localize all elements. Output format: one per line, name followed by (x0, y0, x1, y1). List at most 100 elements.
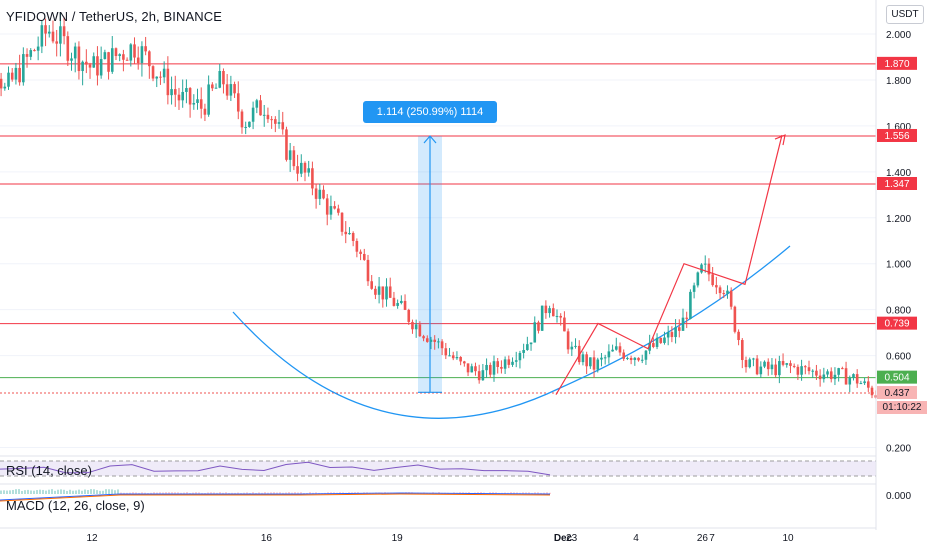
x-tick-label: 12 (86, 533, 98, 544)
macd-histogram-bar (72, 490, 74, 494)
macd-histogram-bar (285, 492, 287, 494)
candle-body (555, 315, 559, 317)
macd-histogram-bar (135, 492, 137, 494)
macd-histogram-bar (18, 489, 20, 494)
candle-body (55, 41, 58, 44)
currency-button[interactable]: USDT (886, 5, 924, 24)
candle-body (311, 168, 314, 189)
candle-body (789, 363, 792, 366)
candle-body (96, 56, 99, 76)
candle-body (466, 363, 470, 373)
candle-body (122, 54, 125, 60)
candle-body (140, 46, 144, 64)
macd-histogram-bar (276, 492, 278, 494)
macd-histogram-bar (279, 492, 281, 494)
time-axis[interactable]: 91216192326Dec4710 (0, 527, 876, 544)
candle-body (10, 72, 14, 80)
candle-body (589, 357, 592, 367)
macd-histogram-bar (84, 489, 86, 494)
candle-body (518, 352, 522, 361)
candle-body (703, 263, 707, 265)
candle-body (503, 359, 507, 369)
candle-body (677, 327, 681, 331)
macd-histogram-bar (246, 492, 248, 494)
candle-body (655, 337, 659, 347)
candle-body (692, 285, 696, 292)
macd-histogram-bar (174, 492, 176, 494)
level-tag-label: 1.870 (884, 59, 909, 70)
candle-body (207, 84, 210, 115)
macd-label[interactable]: MACD (12, 26, close, 9) (6, 498, 145, 513)
candle-body (337, 208, 340, 213)
candle-body (600, 357, 603, 360)
candle-body (225, 84, 229, 96)
candle-body (618, 346, 622, 353)
macd-histogram-bar (117, 489, 119, 494)
macd-histogram-bar (144, 492, 146, 494)
candle-body (711, 274, 714, 286)
candle-body (437, 341, 440, 343)
candle-body (763, 361, 766, 367)
candle-body (496, 361, 499, 367)
candle-body (844, 368, 848, 385)
macd-histogram-bar (216, 492, 218, 494)
candle-body (388, 286, 392, 298)
macd-histogram-bar (309, 492, 311, 494)
candle-body (848, 377, 852, 385)
rsi-label[interactable]: RSI (14, close) (6, 463, 92, 478)
candle-body (233, 84, 236, 94)
macd-histogram-bar (168, 492, 170, 494)
candle-body (418, 324, 422, 337)
candle-body (103, 52, 107, 60)
chart-title: YFIDOWN / TetherUS, 2h, BINANCE (6, 9, 222, 24)
measure-range (418, 135, 442, 393)
candle-body (129, 44, 133, 61)
curve-path (232, 245, 791, 419)
projection-arrow-head (774, 134, 786, 146)
macd-histogram-bar (495, 492, 497, 494)
candle-body (266, 114, 270, 120)
candle-body (148, 51, 151, 67)
macd-histogram-bar (105, 489, 107, 494)
candle-body (359, 251, 362, 254)
candle-body (785, 363, 789, 365)
candle-body (318, 189, 322, 199)
macd-histogram-bar (69, 489, 71, 494)
candle-body (488, 364, 492, 375)
candle-body (659, 337, 663, 343)
macd-histogram-bar (234, 492, 236, 494)
macd-histogram-bar (198, 492, 200, 494)
macd-histogram-bar (282, 492, 284, 494)
candle-body (366, 259, 370, 282)
candle-body (155, 76, 159, 79)
y-tick-label: 0.800 (886, 306, 911, 317)
candle-body (277, 122, 281, 124)
macd-histogram-bar (513, 492, 515, 494)
macd-histogram-bar (525, 492, 527, 494)
candle-body (414, 324, 418, 330)
candle-body (85, 61, 88, 65)
candle-body (3, 86, 7, 89)
macd-histogram-bar (261, 492, 263, 494)
level-tag (877, 56, 917, 70)
candle-body (592, 357, 596, 370)
horizontal-levels (0, 63, 876, 394)
macd-histogram-bar (534, 492, 536, 494)
candle-body (281, 122, 285, 130)
level-tag (877, 316, 917, 330)
candle-body (351, 233, 355, 241)
candle-body (866, 381, 870, 388)
price-axis[interactable]: 2.000 1.800 1.600 1.400 1.200 1.000 0.800 0.600… (875, 0, 917, 530)
macd-histogram-bar (132, 492, 134, 494)
candle-body (759, 366, 763, 375)
candle-body (603, 357, 607, 359)
measure-arrow-head (423, 135, 437, 144)
candle-body (396, 303, 399, 306)
candle-body (574, 345, 577, 347)
macd-histogram-bar (210, 492, 212, 494)
level-tag (877, 176, 917, 190)
candle-body (729, 290, 733, 307)
x-tick-label: 16 (261, 533, 273, 544)
macd-histogram-bar (9, 490, 11, 494)
